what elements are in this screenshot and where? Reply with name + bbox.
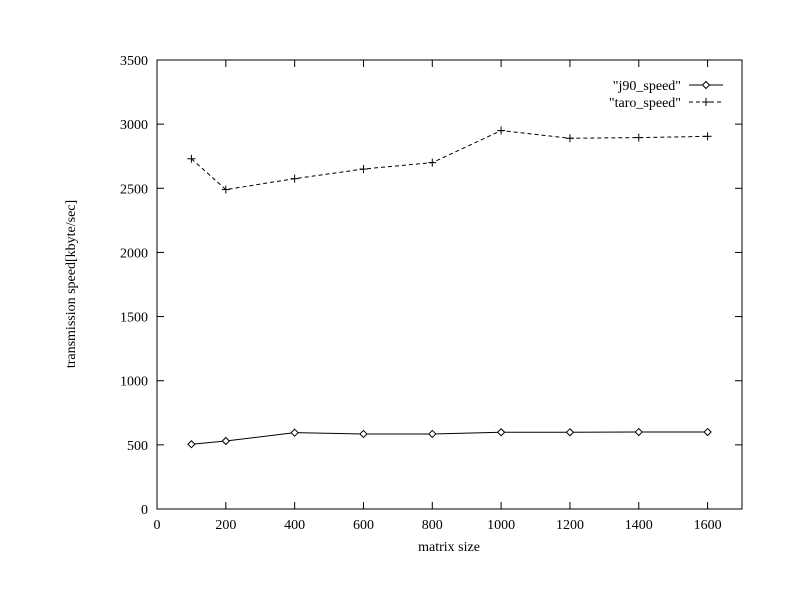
data-point-diamond [290,428,299,437]
series-line [191,431,708,445]
data-point-plus [359,165,368,174]
legend-label: "taro_speed" [609,96,681,111]
x-tick-label: 1200 [556,518,584,533]
x-tick-label: 400 [284,518,305,533]
x-tick-label: 600 [353,518,374,533]
y-tick-label: 3500 [120,54,148,69]
y-tick-label: 1000 [120,375,148,390]
data-point-diamond [187,440,196,449]
data-point-diamond [359,429,368,439]
data-point-diamond [428,429,437,439]
data-point-plus [428,158,437,167]
data-point-plus [497,126,506,135]
data-point-diamond [565,428,575,437]
data-point-diamond [701,80,711,90]
plot-frame [156,59,743,510]
tick-labels: 0 200 400 600 800 1000 1200 1400 1600 0 500 1000 150… [120,54,722,533]
legend: "j90_speed" "taro_speed" [609,79,723,111]
y-tick-label: 2500 [120,182,148,197]
series-1 [187,427,712,449]
data-point-diamond [634,427,643,437]
data-point-plus [187,154,196,163]
data-point-plus [703,132,712,141]
data-point-plus [221,185,230,194]
x-tick-label: 0 [154,518,161,533]
data-point-plus [290,174,299,183]
y-tick-label: 2000 [120,246,148,261]
series-2 [187,126,712,194]
series-layer [187,126,712,449]
y-tick-label: 1500 [120,311,148,326]
x-tick-label: 1600 [694,518,722,533]
legend-item: "j90_speed" [613,79,723,94]
tick-marks [156,59,742,510]
legend-label: "j90_speed" [613,79,681,94]
y-tick-label: 0 [141,503,148,518]
data-point-diamond [221,436,231,446]
y-tick-label: 3000 [120,118,148,133]
data-point-diamond [496,428,506,437]
x-tick-label: 800 [422,518,443,533]
series-line [191,130,708,191]
y-tick-label: 500 [127,439,148,454]
data-point-plus [565,134,574,143]
x-tick-label: 1000 [487,518,515,533]
y-axis-title: transmission speed[kbyte/sec] [64,200,79,368]
x-tick-label: 200 [215,518,236,533]
data-point-plus [634,133,643,142]
legend-item: "taro_speed" [609,96,723,111]
data-point-plus [702,98,710,106]
data-point-diamond [703,427,712,437]
x-axis-title: matrix size [418,540,480,555]
x-tick-label: 1400 [625,518,653,533]
